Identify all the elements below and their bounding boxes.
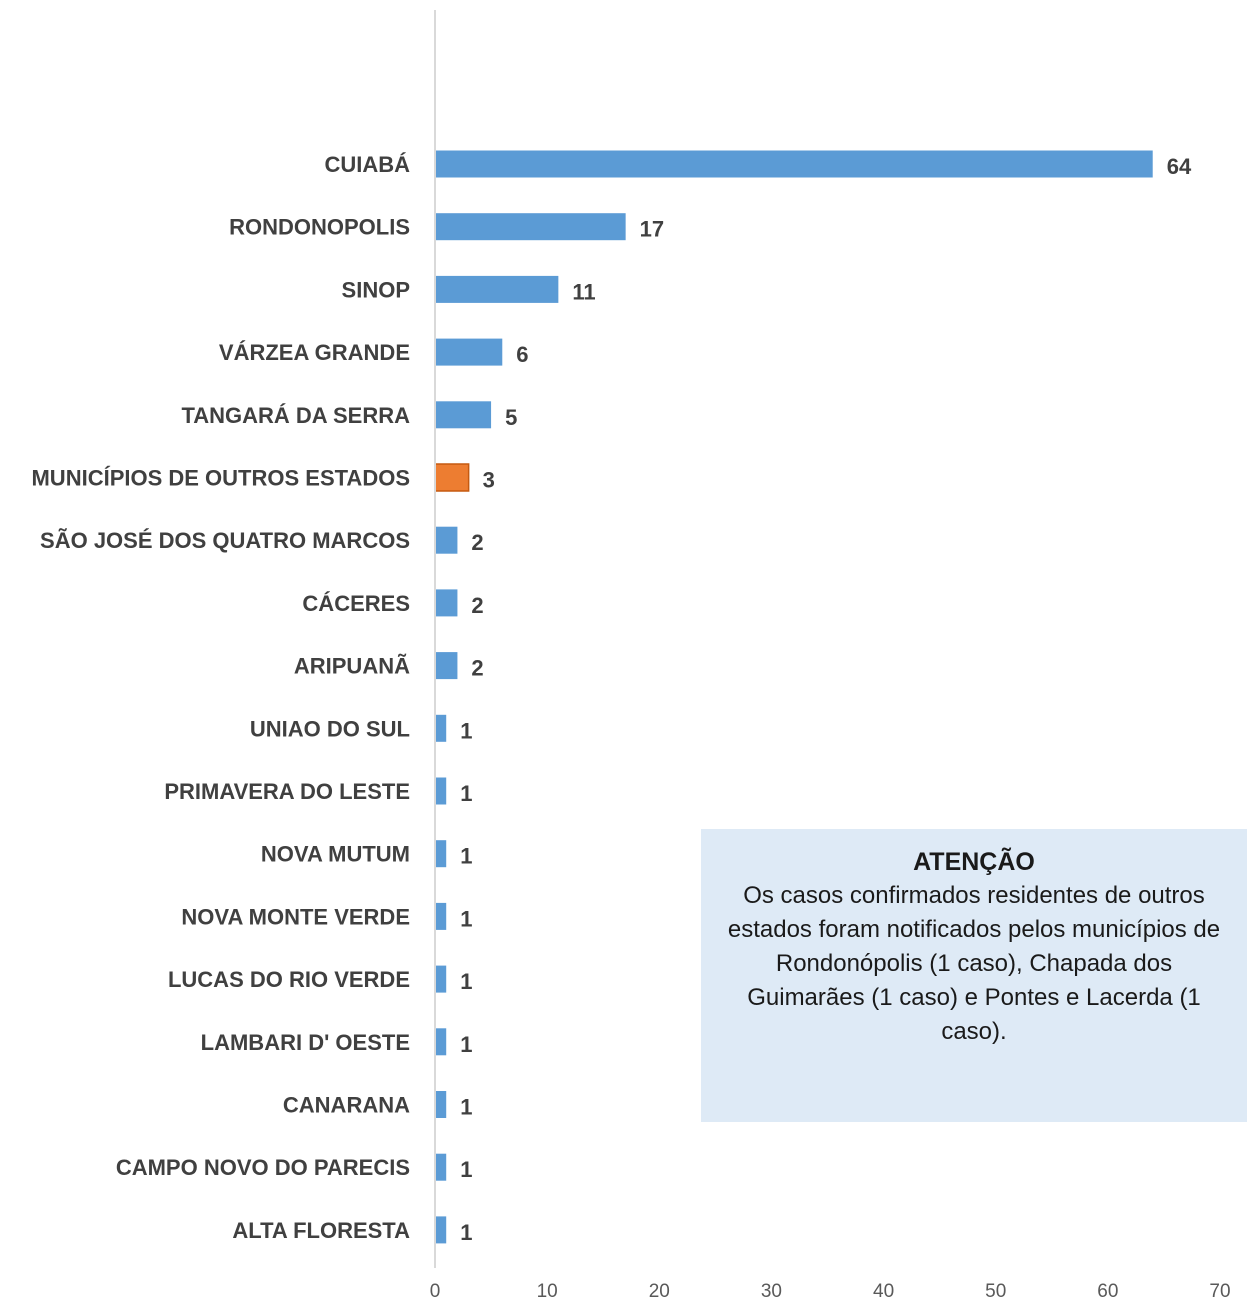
bar: [435, 213, 626, 241]
value-label: 11: [572, 279, 595, 304]
bar: [435, 338, 503, 366]
x-tick-label: 60: [1097, 1281, 1118, 1302]
value-label: 6: [516, 342, 528, 367]
value-label: 1: [460, 969, 472, 994]
bar: [435, 1216, 447, 1244]
category-label: NOVA MONTE VERDE: [181, 904, 410, 929]
value-label: 1: [460, 718, 472, 743]
bar: [435, 1028, 447, 1056]
bar: [435, 275, 559, 303]
category-label: TANGARÁ DA SERRA: [181, 403, 410, 428]
category-label: MUNICÍPIOS DE OUTROS ESTADOS: [31, 466, 410, 491]
category-label: LUCAS DO RIO VERDE: [168, 967, 410, 992]
category-label: UNIAO DO SUL: [250, 716, 410, 741]
value-label: 17: [640, 217, 664, 242]
x-tick-label: 0: [430, 1281, 441, 1302]
bar: [435, 1091, 447, 1118]
value-label: 1: [460, 1157, 472, 1182]
x-tick-label: 20: [649, 1281, 670, 1302]
category-label: PRIMAVERA DO LESTE: [164, 779, 410, 804]
bar: [435, 652, 458, 680]
category-label: CUIABÁ: [324, 152, 410, 177]
x-tick-label: 50: [985, 1281, 1006, 1302]
bar: [435, 1153, 447, 1181]
bar: [435, 526, 458, 554]
value-label: 1: [460, 1220, 472, 1245]
value-label: 64: [1167, 154, 1192, 179]
category-label: NOVA MUTUM: [261, 842, 410, 867]
note-title: ATENÇÃO: [913, 848, 1035, 876]
x-tick-label: 30: [761, 1281, 782, 1302]
category-label: SINOP: [342, 277, 410, 302]
value-label: 1: [460, 781, 472, 806]
category-label: LAMBARI D' OESTE: [201, 1030, 410, 1055]
bars-group: [434, 150, 1153, 1244]
bar: [435, 714, 447, 742]
bar: [435, 777, 447, 805]
category-label: ARIPUANÃ: [294, 654, 410, 679]
bar: [435, 401, 492, 429]
value-label: 2: [471, 593, 483, 618]
bar: [435, 589, 458, 617]
category-label: CAMPO NOVO DO PARECIS: [116, 1155, 410, 1180]
category-label: CÁCERES: [302, 591, 410, 616]
value-label: 5: [505, 405, 517, 430]
bar: [435, 150, 1153, 178]
value-label: 1: [460, 906, 472, 931]
bar: [435, 840, 447, 868]
x-axis-ticks: 0 10 20 30 40 50 60 70: [430, 1281, 1231, 1302]
category-label: SÃO JOSÉ DOS QUATRO MARCOS: [40, 528, 410, 553]
note-body: Os casos confirmados residentes de outro…: [727, 882, 1221, 1045]
value-label: 2: [471, 530, 483, 555]
category-label: CANARANA: [283, 1093, 410, 1118]
x-tick-label: 70: [1209, 1281, 1230, 1302]
bar: [434, 463, 470, 492]
value-label: 3: [483, 468, 495, 493]
x-tick-label: 10: [537, 1281, 558, 1302]
category-label: RONDONOPOLIS: [229, 215, 410, 240]
value-label: 1: [460, 1095, 472, 1120]
bar: [435, 902, 447, 930]
x-tick-label: 40: [873, 1281, 894, 1302]
value-label: 1: [460, 1032, 472, 1057]
category-label: VÁRZEA GRANDE: [219, 340, 410, 365]
value-label: 2: [471, 656, 483, 681]
attention-note-box: ATENÇÃO Os casos confirmados residentes …: [701, 829, 1247, 1122]
category-labels: CUIABÁ RONDONOPOLIS SINOP VÁRZEA GRANDE TANG…: [31, 152, 410, 1243]
category-label: ALTA FLORESTA: [232, 1218, 410, 1243]
bar: [435, 965, 447, 993]
value-label: 1: [460, 844, 472, 869]
